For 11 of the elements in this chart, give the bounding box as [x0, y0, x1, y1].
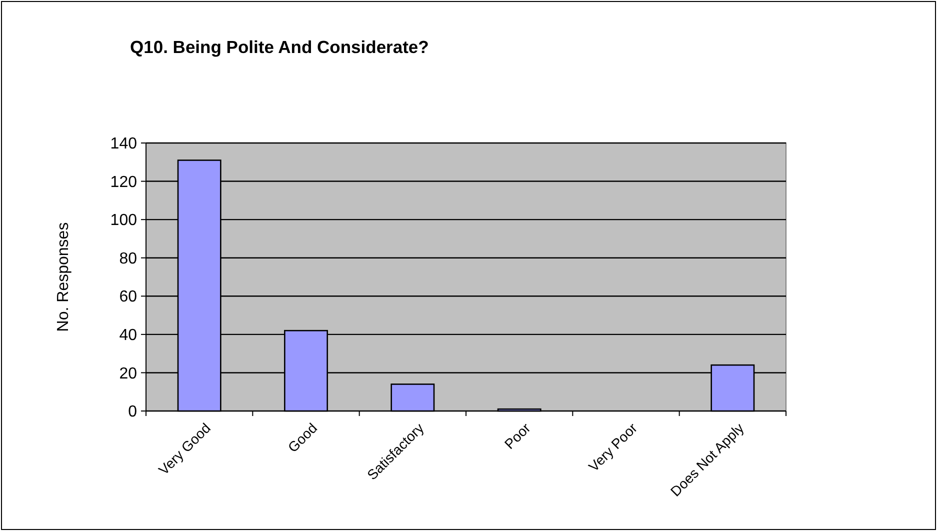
y-tick-label: 140: [110, 136, 138, 153]
y-tick-label: 40: [119, 327, 138, 344]
y-tick-label: 100: [110, 212, 138, 230]
chart-title: Q10. Being Polite And Considerate?: [130, 37, 429, 57]
y-tick-label: 120: [110, 174, 138, 191]
y-tick-label: 20: [119, 365, 138, 382]
y-tick-label: 80: [119, 250, 138, 268]
y-tick-label: 60: [119, 288, 138, 306]
bar: [390, 384, 435, 412]
y-axis-title: No. Responses: [55, 222, 72, 332]
y-tick-label: 0: [128, 404, 138, 421]
